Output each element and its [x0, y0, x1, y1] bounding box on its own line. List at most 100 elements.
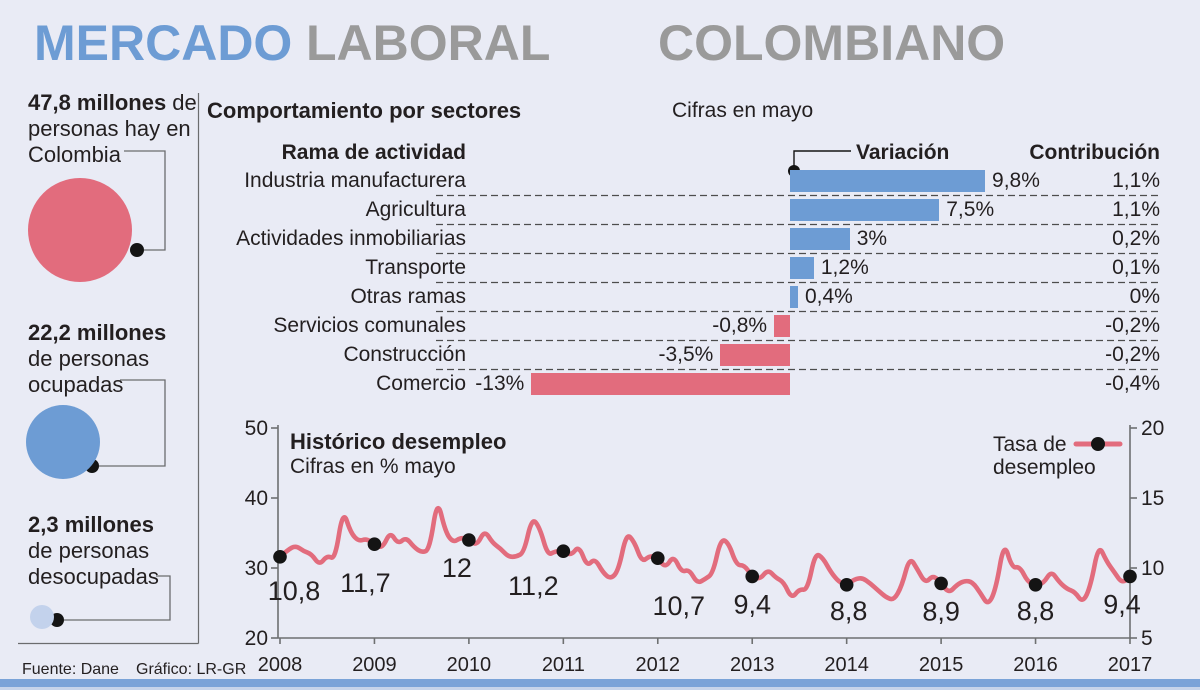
year-label: 2016 [1013, 654, 1058, 676]
sector-bar [720, 344, 790, 366]
column-header-contribution: Contribución [1029, 141, 1160, 164]
sector-value-label: 9,8% [992, 169, 1040, 192]
may-value-label: 11,2 [508, 571, 559, 601]
may-value-label: 9,4 [733, 589, 771, 619]
unemployed-circle [30, 605, 54, 629]
may-data-point [839, 578, 854, 592]
sector-bar [790, 257, 814, 279]
may-value-label: 8,8 [830, 596, 868, 626]
stat-employed: 22,2 millones de personas ocupadas [28, 320, 198, 398]
unemployment-title: Histórico desempleo [290, 429, 507, 454]
column-header-activity: Rama de actividad [281, 141, 466, 164]
stat-population-line1: 47,8 millones de [28, 90, 197, 115]
unemployment-subtitle: Cifras en % mayo [290, 455, 456, 478]
source-credit: Fuente: Dane [22, 661, 119, 678]
stat-unemployed-line3: desocupadas [28, 564, 159, 589]
sector-value-label: -3,5% [658, 343, 714, 366]
legend-line1: Tasa de [993, 433, 1067, 456]
sectors-title: Comportamiento por sectores [207, 98, 522, 123]
bottom-accent-bar-light [0, 687, 1200, 690]
left-axis-label: 40 [245, 487, 268, 510]
sector-row-label: Transporte [365, 256, 466, 279]
sector-row-label: Agricultura [365, 198, 466, 221]
sector-contribution-value: 1,1% [1112, 198, 1160, 221]
sector-bar [790, 228, 850, 250]
sector-value-label: 0,4% [804, 285, 853, 308]
sector-value-label: 7,5% [946, 198, 995, 221]
sector-row-label: Construcción [343, 343, 466, 366]
may-value-label: 11,7 [340, 568, 391, 598]
may-data-point [273, 550, 287, 564]
year-label: 2014 [824, 654, 869, 676]
year-label: 2015 [919, 654, 964, 676]
sector-contribution-value: 0,2% [1112, 227, 1160, 250]
may-data-point [934, 576, 948, 591]
sector-row-label: Actividades inmobiliarias [236, 227, 466, 250]
graphic-credit: Gráfico: LR-GR [136, 661, 247, 678]
may-data-point [462, 533, 476, 547]
sectors-subtitle: Cifras en mayo [672, 99, 814, 122]
stat-connector-dot-0 [130, 243, 144, 257]
may-value-label: 10,8 [268, 576, 321, 606]
sector-row-label: Comercio [376, 372, 466, 395]
stat-unemployed-line2: de personas [28, 538, 150, 563]
may-data-point [745, 569, 760, 584]
sector-contribution-value: 0% [1129, 285, 1160, 308]
year-label: 2008 [258, 654, 303, 676]
sector-row-label: Otras ramas [350, 285, 466, 308]
left-axis-label: 20 [245, 627, 268, 650]
sector-contribution-value: -0,4% [1105, 372, 1160, 395]
right-axis-label: 15 [1141, 487, 1164, 510]
sector-bar [531, 373, 790, 395]
left-axis-label: 30 [245, 557, 268, 580]
title-word-mercado: MERCADO [34, 15, 293, 71]
right-axis-label: 10 [1141, 557, 1164, 580]
may-data-point [1123, 569, 1137, 584]
sector-value-label: -0,8% [712, 314, 768, 337]
sector-value-label: -13% [475, 372, 525, 395]
year-label: 2009 [352, 654, 397, 676]
year-label: 2013 [730, 654, 775, 676]
stat-employed-line3: ocupadas [28, 372, 124, 397]
year-label: 2017 [1108, 654, 1153, 676]
year-label: 2012 [636, 654, 681, 676]
employed-circle [26, 405, 100, 479]
legend-unemployment-rate: Tasa de desempleo [993, 433, 1096, 479]
variation-leader-line [793, 150, 851, 170]
bottom-accent-bar [0, 679, 1200, 687]
left-axis-label: 50 [245, 417, 268, 440]
stat-population-line2: personas hay en [28, 116, 191, 141]
legend-line2: desempleo [993, 456, 1096, 479]
sector-contribution-value: 0,1% [1112, 256, 1160, 279]
sector-bar [790, 199, 940, 221]
may-value-label: 8,9 [922, 596, 960, 626]
right-axis-label: 20 [1141, 417, 1164, 440]
sector-value-label: 1,2% [820, 256, 869, 279]
sector-contribution-value: 1,1% [1112, 169, 1160, 192]
right-axis-label: 5 [1141, 627, 1153, 650]
stat-population: 47,8 millones de personas hay en Colombi… [28, 90, 198, 168]
may-value-label: 8,8 [1017, 596, 1055, 626]
sector-bar [790, 286, 798, 308]
column-header-variation: Variación [856, 141, 950, 164]
stat-unemployed: 2,3 millones de personas desocupadas [28, 512, 198, 590]
may-data-point [1028, 578, 1043, 592]
year-label: 2011 [542, 654, 585, 676]
stat-population-line3: Colombia [28, 142, 121, 167]
sector-bar [790, 170, 986, 192]
population-circle [28, 178, 132, 282]
stat-unemployed-line1: 2,3 millones [28, 512, 154, 537]
may-value-label: 9,4 [1103, 589, 1141, 619]
sector-contribution-value: -0,2% [1105, 343, 1160, 366]
sector-bar [774, 315, 790, 337]
may-data-point [367, 537, 382, 551]
may-data-point [650, 551, 665, 565]
sector-row-label: Industria manufacturera [244, 169, 466, 192]
may-data-point [556, 544, 571, 558]
sector-contribution-value: -0,2% [1105, 314, 1160, 337]
sector-row-label: Servicios comunales [273, 314, 466, 337]
sector-value-label: 3% [856, 227, 888, 250]
may-value-label: 12 [442, 553, 472, 583]
title-word-colombiano: COLOMBIANO [658, 15, 1006, 71]
